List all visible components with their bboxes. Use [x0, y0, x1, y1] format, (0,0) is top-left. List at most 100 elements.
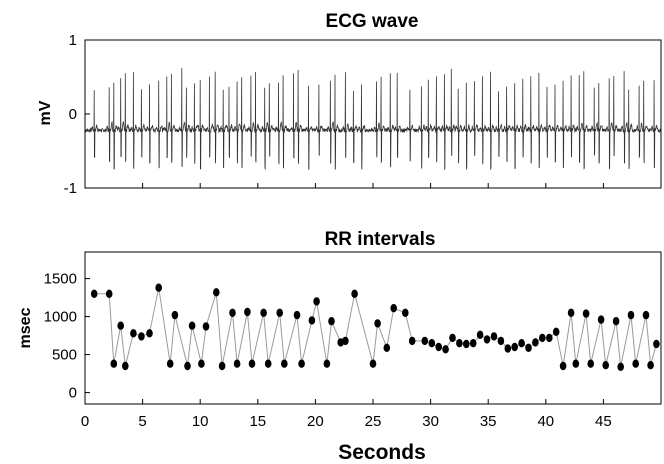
- rr-point: [281, 359, 288, 368]
- rr-point: [244, 307, 251, 317]
- rr-point: [632, 359, 639, 368]
- rr-point: [504, 344, 512, 353]
- rr-point: [130, 329, 137, 338]
- rr-point: [476, 330, 484, 339]
- rr-point: [532, 338, 539, 347]
- rr-point: [559, 361, 567, 371]
- rr-x-ticks: 0 5 10 15 20 25 30 35 40 45: [81, 399, 612, 430]
- rr-point: [546, 333, 553, 343]
- ecg-panel: ECG wave mV 1 0 -1: [37, 11, 662, 197]
- rr-x-tick-label: 10: [192, 413, 209, 430]
- ecg-y-tick-label: -1: [64, 180, 77, 197]
- rr-point: [421, 336, 429, 346]
- ecg-y-tick-label: 0: [69, 106, 77, 123]
- rr-point: [511, 342, 518, 352]
- rr-point: [582, 309, 590, 318]
- rr-point: [490, 332, 498, 341]
- rr-point: [602, 361, 609, 370]
- rr-point: [202, 322, 210, 331]
- rr-plot-frame: [84, 251, 662, 405]
- rr-point: [155, 283, 162, 292]
- rr-point: [188, 321, 196, 330]
- rr-point: [463, 339, 470, 349]
- rr-x-tick-label: 20: [307, 413, 324, 430]
- rr-point: [539, 333, 546, 343]
- rr-point: [567, 308, 575, 317]
- rr-x-tick-label: 5: [138, 413, 146, 430]
- rr-point: [612, 317, 620, 326]
- rr-point: [518, 339, 525, 348]
- rr-y-tick-label: 0: [69, 385, 77, 402]
- rr-point: [483, 335, 491, 344]
- rr-point: [276, 308, 284, 317]
- rr-point: [166, 359, 174, 368]
- rr-point: [390, 304, 398, 313]
- rr-point: [342, 336, 349, 346]
- ecg-ylabel: mV: [37, 100, 54, 125]
- rr-point: [374, 319, 381, 328]
- rr-x-tick-label: 15: [249, 413, 266, 430]
- rr-point: [572, 359, 580, 368]
- rr-point: [525, 343, 532, 352]
- rr-point: [402, 308, 409, 317]
- rr-point: [138, 332, 145, 341]
- rr-point: [308, 316, 316, 325]
- ecg-y-ticks: 1 0 -1: [64, 32, 90, 197]
- ecg-plot-frame: [84, 39, 662, 189]
- rr-x-tick-label: 35: [480, 413, 497, 430]
- rr-point: [647, 361, 654, 370]
- rr-point: [298, 359, 305, 368]
- rr-point: [428, 339, 436, 348]
- rr-point: [184, 361, 191, 371]
- rr-points: [90, 283, 660, 371]
- rr-point: [552, 327, 560, 336]
- rr-point: [435, 342, 443, 352]
- rr-point: [229, 308, 236, 317]
- rr-point: [469, 339, 477, 348]
- rr-point: [248, 359, 256, 368]
- rr-point: [587, 359, 594, 368]
- rr-connecting-line: [94, 287, 657, 367]
- rr-point: [323, 359, 331, 368]
- rr-point: [122, 361, 129, 371]
- rr-point: [260, 308, 267, 317]
- rr-x-tick-label: 45: [595, 413, 612, 430]
- rr-point: [293, 310, 301, 320]
- rr-point: [264, 359, 272, 368]
- rr-point: [213, 288, 220, 297]
- rr-point: [408, 336, 416, 346]
- rr-title: RR intervals: [325, 229, 436, 250]
- rr-panel: RR intervals msec 1500 1000 500 0 0 5 10 15 20 2…: [17, 229, 662, 464]
- rr-point: [105, 289, 113, 298]
- rr-point: [597, 315, 605, 324]
- rr-x-tick-label: 30: [422, 413, 439, 430]
- rr-point: [369, 359, 377, 368]
- rr-point: [198, 359, 205, 368]
- rr-y-tick-label: 1000: [44, 309, 77, 326]
- rr-x-tick-label: 0: [81, 413, 89, 430]
- rr-point: [449, 333, 456, 343]
- rr-point: [171, 310, 179, 320]
- rr-y-tick-label: 1500: [44, 271, 77, 288]
- rr-point: [617, 362, 624, 371]
- rr-point: [110, 359, 118, 368]
- rr-point: [146, 329, 153, 338]
- rr-xlabel: Seconds: [338, 441, 426, 464]
- ecg-y-tick-label: 1: [69, 32, 77, 49]
- rr-point: [642, 310, 650, 320]
- rr-point: [328, 317, 335, 326]
- rr-point: [313, 297, 320, 306]
- rr-ylabel: msec: [17, 307, 34, 348]
- rr-point: [351, 289, 358, 298]
- rr-x-tick-label: 25: [365, 413, 382, 430]
- ecg-title: ECG wave: [326, 11, 419, 32]
- rr-point: [383, 343, 391, 352]
- rr-point: [233, 359, 241, 368]
- rr-point: [442, 345, 449, 354]
- rr-point: [218, 361, 226, 371]
- ecg-x-ticks: [84, 183, 662, 188]
- ecg-trace: [84, 68, 662, 170]
- rr-point: [653, 339, 660, 349]
- rr-point: [90, 289, 98, 298]
